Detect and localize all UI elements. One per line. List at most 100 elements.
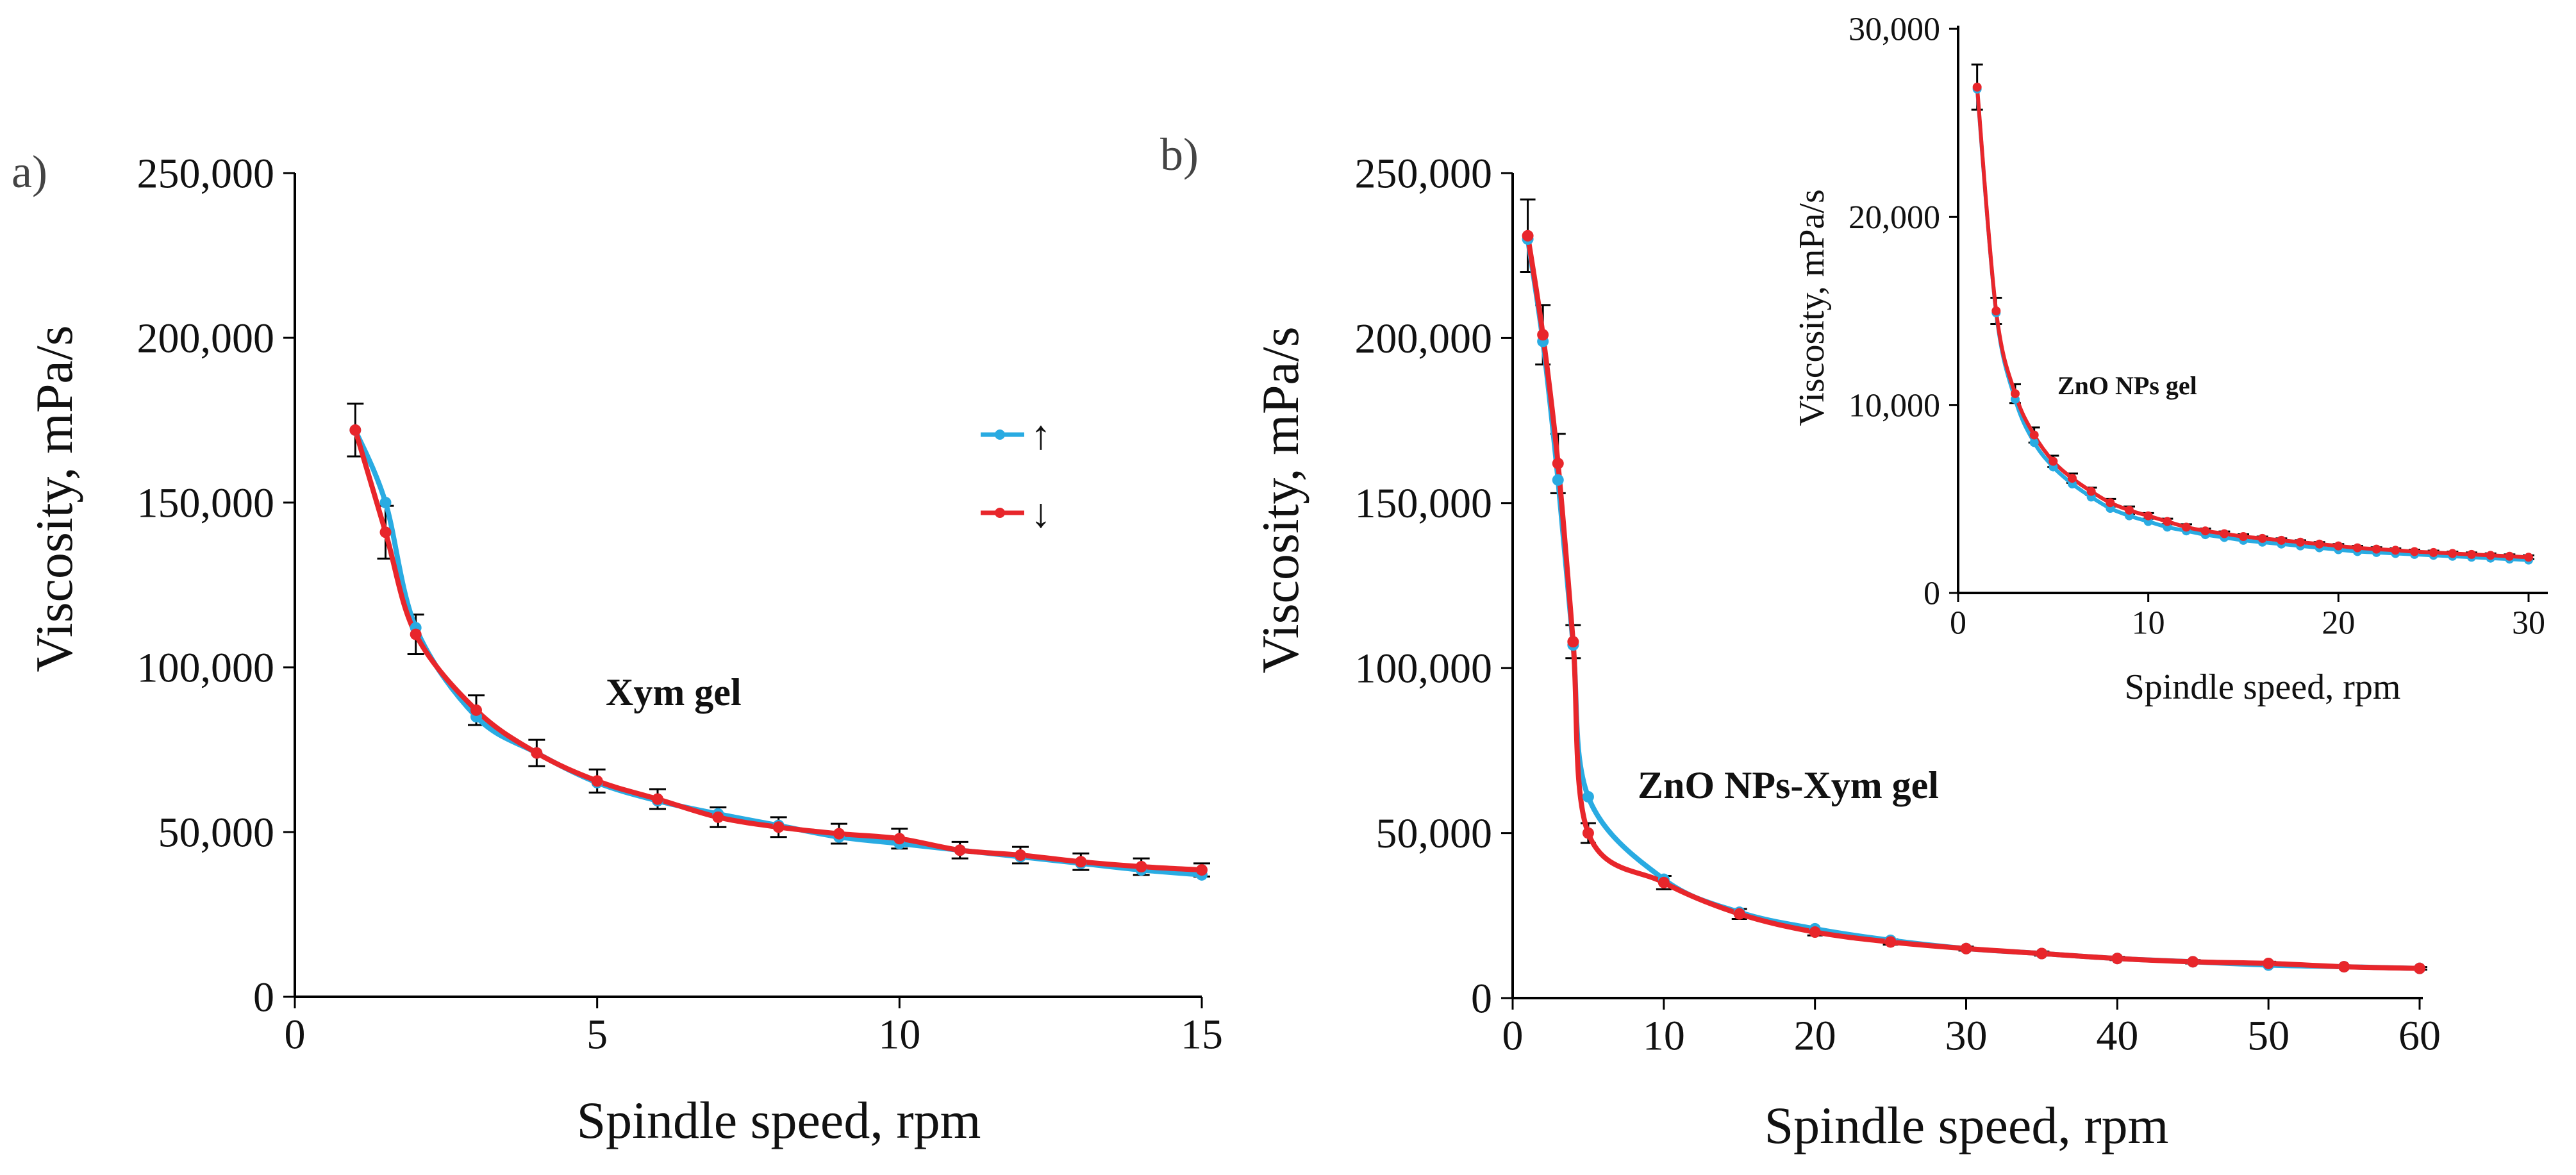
panel-a-legend: ↑ ↓: [981, 412, 1051, 536]
panel-a-x-tick-label: 0: [285, 1012, 306, 1058]
panel-b-y-tick-label: 200,000: [1355, 315, 1493, 362]
inset-x-tick-label: 10: [2132, 604, 2165, 641]
panel-b-x-tick-label: 40: [2096, 1013, 2138, 1060]
inset-series-down-point: [2048, 456, 2058, 466]
panel-a-series-down-point: [591, 775, 603, 787]
panel-a-series: [349, 424, 1208, 881]
legend-down-label: ↓: [1031, 490, 1051, 536]
inset-series-down-point: [2391, 546, 2400, 555]
inset-series-down-point: [2200, 526, 2210, 536]
inset-y-tick-label: 30,000: [1849, 12, 1940, 48]
panel-b-inset-chart: Viscosity, mPa/s Spindle speed, rpm ZnO …: [1792, 12, 2548, 707]
inset-series-down-point: [1991, 306, 2001, 315]
panel-a-series-down-point: [349, 424, 361, 436]
inset-series-down-point: [2296, 537, 2305, 547]
panel-a-series-down-point: [531, 747, 543, 759]
panel-b-series-down-point: [2263, 957, 2275, 969]
panel-b-series-down-point: [2187, 956, 2199, 968]
panel-a-x-tick-label: 10: [878, 1012, 920, 1058]
panel-b-x-tick-label: 60: [2398, 1013, 2441, 1060]
panel-a-y-tick-label: 200,000: [137, 315, 275, 362]
panel-b-series-down-point: [1537, 329, 1549, 341]
panel-b-x-tick-label: 50: [2247, 1013, 2289, 1060]
inset-series-down-point: [2239, 532, 2248, 541]
panel-b-y-tick-label: 250,000: [1355, 150, 1493, 197]
panel-b-series-down-point: [1658, 876, 1670, 888]
legend-down-marker: [995, 508, 1005, 518]
inset-series-down-point: [2011, 389, 2020, 399]
inset-x-tick-label: 0: [1950, 604, 1966, 641]
panel-a-series-down-point: [833, 828, 845, 840]
panel-a-series-down-point: [1196, 864, 1208, 876]
inset-series: [1972, 82, 2533, 565]
panel-a-x-ticks: 0 5 10 15: [285, 997, 1223, 1058]
panel-b-x-tick-label: 10: [1643, 1013, 1685, 1060]
panel-a-x-tick-label: 15: [1181, 1012, 1223, 1058]
inset-y-ticks: 0 10,000 20,000 30,000: [1849, 12, 1958, 612]
panel-b-series-down-point: [1522, 229, 1534, 242]
panel-a-y-axis-title: Viscosity, mPa/s: [25, 325, 83, 672]
inset-series-down-point: [2505, 551, 2514, 561]
panel-b-x-axis-title: Spindle speed, rpm: [1765, 1096, 2169, 1154]
inset-y-tick-label: 0: [1924, 576, 1940, 612]
panel-b-x-tick-label: 0: [1502, 1013, 1524, 1060]
inset-series-down-point: [2163, 517, 2172, 526]
panel-a-annotation: Xym gel: [606, 671, 742, 713]
panel-b-y-tick-label: 50,000: [1376, 810, 1493, 857]
panel-a-series-up-point: [379, 497, 392, 508]
panel-a-y-tick-label: 100,000: [137, 644, 275, 691]
panel-b-series-down-point: [1884, 936, 1897, 948]
panel-b-label: b): [1160, 129, 1199, 180]
inset-series-down-point: [2372, 544, 2381, 554]
inset-series-down-point: [2314, 539, 2324, 549]
inset-series-down-point: [2486, 551, 2495, 560]
inset-series-down-point: [2410, 547, 2419, 556]
panel-a-x-axis-title: Spindle speed, rpm: [577, 1091, 981, 1149]
panel-b-series-down-point: [2036, 947, 2048, 960]
inset-series-down-point: [2257, 533, 2267, 543]
panel-b-x-tick-label: 30: [1945, 1013, 1988, 1060]
panel-a-series-down-point: [772, 821, 785, 833]
panel-b-series-down-point: [2338, 961, 2350, 973]
panel-a-series-down-point: [1135, 860, 1147, 872]
inset-series-down-point: [2220, 529, 2229, 538]
panel-b-x-ticks: 0 10 20 30 40 50 60: [1502, 998, 2441, 1060]
inset-series-down-point: [2106, 498, 2115, 508]
inset-y-axis-title: Viscosity, mPa/s: [1792, 189, 1832, 426]
panel-b-series-down-point: [2111, 953, 2123, 965]
inset-series-down-point: [2277, 535, 2286, 545]
inset-series-down-point: [2029, 430, 2039, 440]
inset-series-down-point: [2353, 543, 2362, 553]
inset-series-down-point: [1972, 82, 1982, 92]
panel-a-series-down-point: [410, 628, 422, 640]
panel-a-series-down-point: [1075, 856, 1087, 868]
panel-a-x-tick-label: 5: [586, 1012, 608, 1058]
panel-b-chart: b) Viscosity, mPa/s Spindle speed, rpm Z…: [1160, 129, 2441, 1154]
inset-series-down-point: [2143, 511, 2153, 521]
panel-b-series-down-line: [1525, 235, 2420, 971]
inset-x-tick-label: 20: [2322, 604, 2355, 641]
inset-series-down-point: [2182, 522, 2191, 532]
panel-b-y-tick-label: 0: [1471, 975, 1492, 1022]
panel-a-series-down-point: [712, 811, 724, 823]
inset-series-down-point: [2068, 474, 2077, 483]
panel-b-series-down-point: [1567, 636, 1579, 648]
panel-a-y-tick-label: 50,000: [158, 809, 275, 856]
panel-a-series-down-point: [652, 793, 663, 805]
panel-a-series-down-point: [379, 526, 392, 538]
panel-b-series-down-point: [1552, 458, 1564, 470]
inset-series-down-point: [2524, 553, 2533, 562]
panel-a-series-down-point: [470, 704, 482, 716]
inset-series-down-point: [2429, 547, 2438, 557]
panel-b-series-down-point: [1582, 827, 1594, 839]
inset-series-down-point: [2125, 505, 2134, 515]
legend-up-marker: [995, 429, 1005, 440]
inset-series-down-point: [2448, 549, 2457, 558]
panel-b-series-down-point: [2414, 962, 2425, 974]
inset-x-axis-title: Spindle speed, rpm: [2125, 667, 2401, 707]
inset-series-down-point: [2086, 487, 2096, 496]
panel-a-series-down-point: [954, 844, 966, 856]
panel-b-y-ticks: 0 50,000 100,000 150,000 200,000 250,000: [1355, 150, 1513, 1022]
inset-y-tick-label: 20,000: [1849, 199, 1940, 236]
